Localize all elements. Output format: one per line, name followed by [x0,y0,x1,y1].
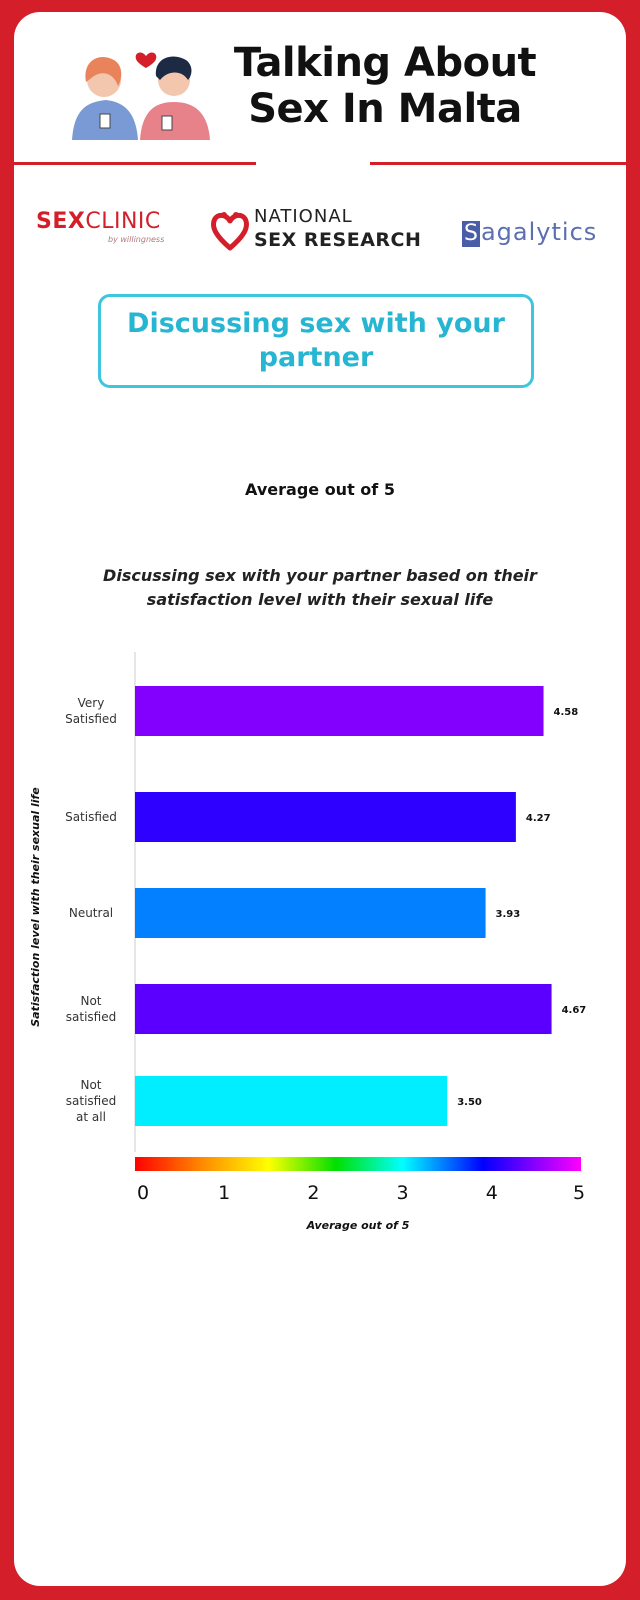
sexclinic-logo-bold: SEX [36,209,86,234]
x-tick-label: 5 [573,1182,585,1204]
heart-outline-icon [211,212,249,251]
sagalytics-logo-rest: agalytics [480,218,598,246]
y-axis-title: Satisfaction level with their sexual lif… [29,787,42,1027]
color-scale-bar [135,1157,581,1171]
value-label: 3.50 [457,1097,482,1108]
value-label: 3.93 [496,909,521,920]
bar [135,888,486,938]
heart-icon [135,52,157,68]
category-label-line: Satisfied [65,810,117,824]
infographic-card: Talking About Sex In Malta SEXCLINIC by … [14,12,626,1586]
nsr-logo-line1: NATIONAL [254,206,353,227]
category-label-line: Neutral [69,906,113,920]
x-tick-label: 4 [486,1182,498,1204]
category-label-line: satisfied [66,1010,116,1024]
category-label-line: at all [76,1110,106,1124]
x-tick-label: 3 [397,1182,409,1204]
chart-title: Discussing sex with your partner based o… [103,566,537,609]
bar [135,984,552,1034]
value-label: 4.58 [554,707,579,718]
category-label: Neutral [69,906,113,920]
category-label: Not satisfied at all [66,1078,116,1124]
bar [135,792,516,842]
sexclinic-logo: SEXCLINIC by willingness [36,209,164,245]
couple-illustration [72,52,210,140]
nsr-logo-line2: SEX RESEARCH [254,229,422,251]
sagalytics-logo-cap: S [462,221,480,247]
bar [135,686,544,736]
subtitle: Average out of 5 [245,480,395,499]
category-label-line: Very [78,696,105,710]
x-tick-label: 0 [137,1182,149,1204]
x-tick-label: 1 [218,1182,230,1204]
category-label-line: Not [80,1078,101,1092]
x-axis-title: Average out of 5 [306,1219,410,1232]
divider-right [370,162,626,165]
category-label-line: Not [80,994,101,1008]
section-title-box: Discussing sex with your partner [98,294,534,388]
main-title-line2: Sex In Malta [248,86,522,132]
category-label: Satisfied [65,810,117,824]
bar [135,1076,448,1126]
category-label-line: Satisfied [65,712,117,726]
category-label: Not satisfied [66,994,116,1024]
bar-chart: 4.58 Very Satisfied 4.27 Satisfied 3.93 Neutra… [29,652,587,1232]
value-label: 4.27 [526,813,551,824]
main-title-line1: Talking About [233,40,537,86]
category-label: Very Satisfied [65,696,117,726]
section-title: Discussing sex with your partner [127,308,505,373]
main-title: Talking About Sex In Malta [230,40,540,132]
sexclinic-logo-by: by willingness [108,235,165,244]
value-label: 4.67 [562,1005,587,1016]
divider-left [14,162,256,165]
sexclinic-logo-rest: CLINIC [85,209,161,234]
x-tick-label: 2 [307,1182,319,1204]
category-label-line: satisfied [66,1094,116,1108]
